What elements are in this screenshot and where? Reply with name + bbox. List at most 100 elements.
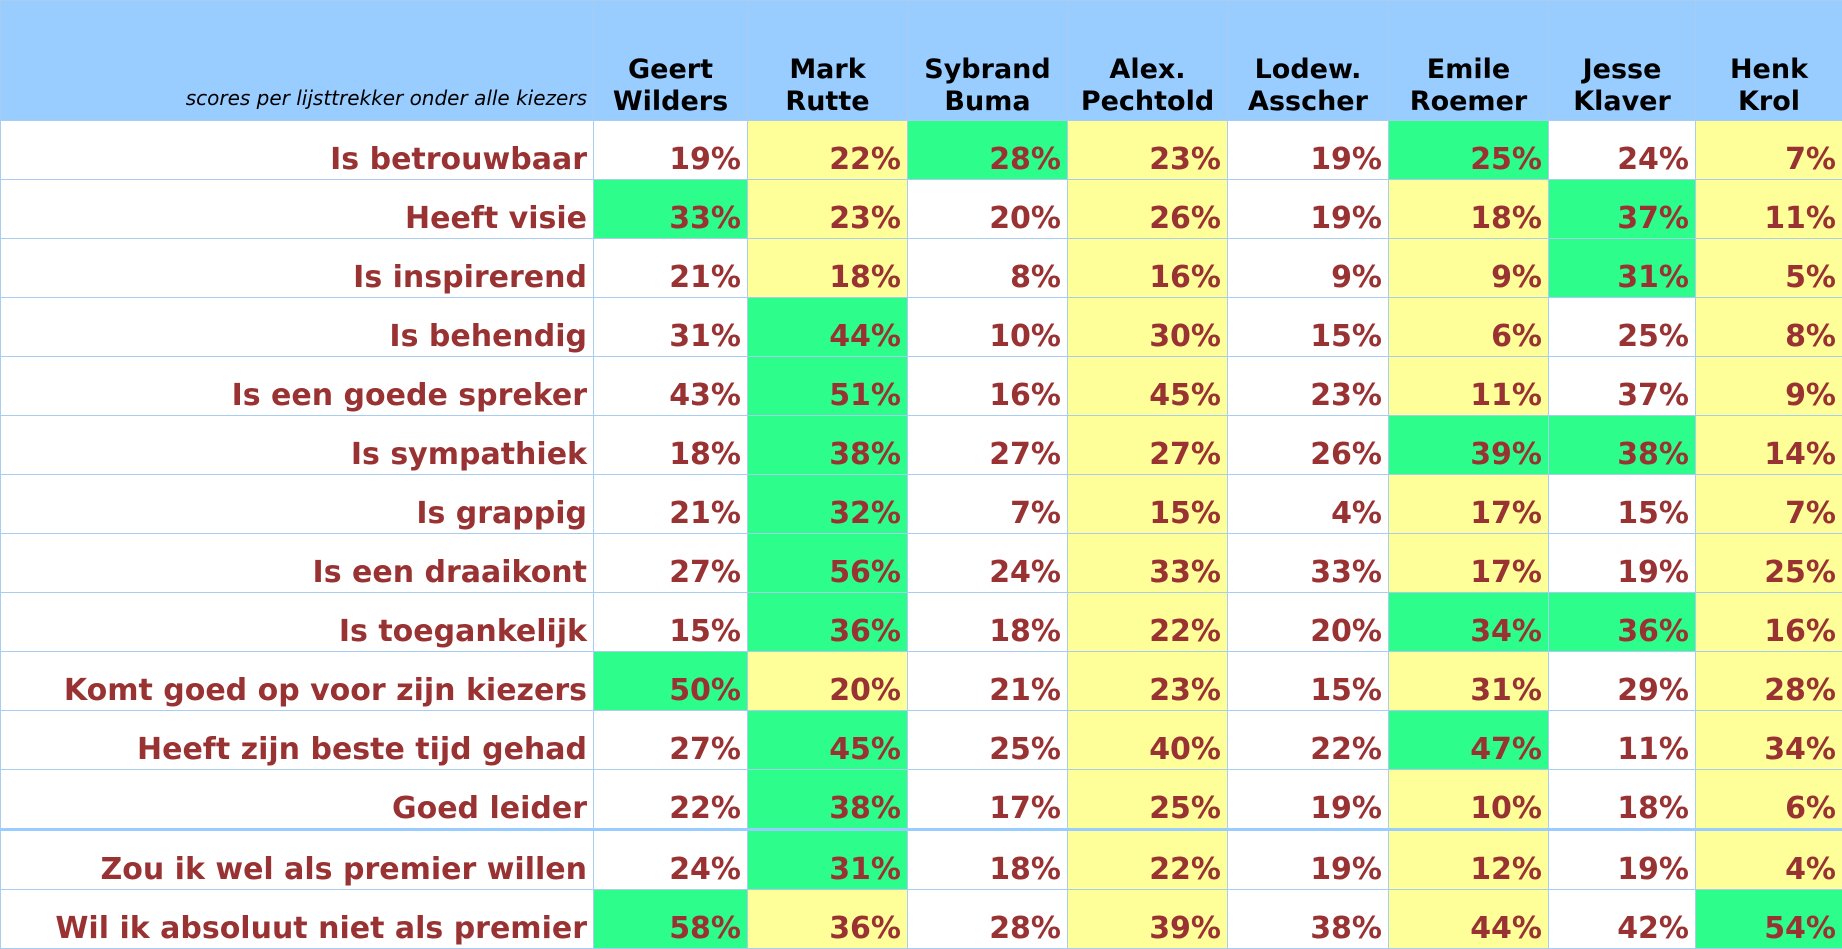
header-line: Alex.	[1074, 54, 1221, 86]
score-cell: 58%	[594, 890, 748, 949]
score-cell: 22%	[1068, 593, 1228, 652]
score-cell: 34%	[1389, 593, 1549, 652]
score-cell: 18%	[908, 830, 1068, 890]
score-cell: 10%	[1389, 770, 1549, 830]
score-cell: 33%	[1228, 534, 1389, 593]
score-cell: 19%	[594, 121, 748, 180]
score-cell: 24%	[908, 534, 1068, 593]
column-header: Lodew.Asscher	[1228, 1, 1389, 121]
score-cell: 18%	[1389, 180, 1549, 239]
score-cell: 44%	[1389, 890, 1549, 949]
score-cell: 32%	[748, 475, 908, 534]
score-cell: 19%	[1228, 121, 1389, 180]
score-cell: 6%	[1389, 298, 1549, 357]
score-cell: 19%	[1228, 770, 1389, 830]
score-cell: 27%	[908, 416, 1068, 475]
score-cell: 5%	[1696, 239, 1842, 298]
score-cell: 25%	[908, 711, 1068, 770]
score-cell: 6%	[1696, 770, 1842, 830]
score-cell: 33%	[1068, 534, 1228, 593]
score-cell: 20%	[748, 652, 908, 711]
score-cell: 36%	[1549, 593, 1696, 652]
score-cell: 22%	[1068, 830, 1228, 890]
score-cell: 18%	[908, 593, 1068, 652]
score-cell: 15%	[1228, 298, 1389, 357]
score-cell: 38%	[1228, 890, 1389, 949]
score-cell: 22%	[748, 121, 908, 180]
score-cell: 31%	[1549, 239, 1696, 298]
row-label: Heeft visie	[1, 180, 594, 239]
score-cell: 11%	[1549, 711, 1696, 770]
score-cell: 39%	[1068, 890, 1228, 949]
score-cell: 37%	[1549, 357, 1696, 416]
score-cell: 8%	[1696, 298, 1842, 357]
row-label: Is behendig	[1, 298, 594, 357]
score-cell: 12%	[1389, 830, 1549, 890]
score-cell: 4%	[1696, 830, 1842, 890]
score-cell: 20%	[1228, 593, 1389, 652]
score-cell: 28%	[908, 121, 1068, 180]
score-cell: 22%	[594, 770, 748, 830]
score-cell: 44%	[748, 298, 908, 357]
score-cell: 19%	[1549, 830, 1696, 890]
score-cell: 28%	[1696, 652, 1842, 711]
score-cell: 31%	[1389, 652, 1549, 711]
column-header: Alex.Pechtold	[1068, 1, 1228, 121]
score-cell: 7%	[908, 475, 1068, 534]
header-line: Sybrand	[914, 54, 1061, 86]
score-cell: 33%	[594, 180, 748, 239]
score-cell: 23%	[1068, 121, 1228, 180]
score-cell: 27%	[594, 711, 748, 770]
header-line: Klaver	[1555, 86, 1689, 118]
score-cell: 16%	[1696, 593, 1842, 652]
score-cell: 17%	[1389, 475, 1549, 534]
score-cell: 38%	[748, 416, 908, 475]
row-label: Is betrouwbaar	[1, 121, 594, 180]
header-line: Mark	[754, 54, 901, 86]
row-label: Heeft zijn beste tijd gehad	[1, 711, 594, 770]
score-cell: 28%	[908, 890, 1068, 949]
row-label: Goed leider	[1, 770, 594, 830]
header-line: Asscher	[1234, 86, 1382, 118]
score-cell: 9%	[1389, 239, 1549, 298]
header-line: Rutte	[754, 86, 901, 118]
header-line: Henk	[1702, 54, 1836, 86]
score-cell: 47%	[1389, 711, 1549, 770]
score-cell: 22%	[1228, 711, 1389, 770]
score-cell: 56%	[748, 534, 908, 593]
score-cell: 26%	[1228, 416, 1389, 475]
row-label: Zou ik wel als premier willen	[1, 830, 594, 890]
score-cell: 21%	[594, 475, 748, 534]
score-cell: 23%	[748, 180, 908, 239]
score-cell: 39%	[1389, 416, 1549, 475]
score-cell: 7%	[1696, 121, 1842, 180]
score-cell: 9%	[1696, 357, 1842, 416]
score-cell: 37%	[1549, 180, 1696, 239]
score-cell: 15%	[1228, 652, 1389, 711]
header-line: Buma	[914, 86, 1061, 118]
row-label: Komt goed op voor zijn kiezers	[1, 652, 594, 711]
score-cell: 23%	[1228, 357, 1389, 416]
row-label: Is sympathiek	[1, 416, 594, 475]
score-cell: 18%	[748, 239, 908, 298]
score-cell: 30%	[1068, 298, 1228, 357]
score-cell: 40%	[1068, 711, 1228, 770]
row-label: Is inspirerend	[1, 239, 594, 298]
header-line: Jesse	[1555, 54, 1689, 86]
score-cell: 51%	[748, 357, 908, 416]
score-cell: 31%	[748, 830, 908, 890]
header-line: Lodew.	[1234, 54, 1382, 86]
header-line: Wilders	[600, 86, 741, 118]
score-cell: 24%	[1549, 121, 1696, 180]
